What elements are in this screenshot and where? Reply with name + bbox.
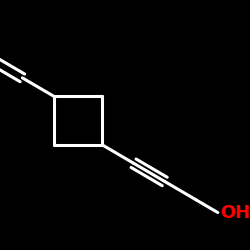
Text: OH: OH bbox=[220, 204, 250, 222]
